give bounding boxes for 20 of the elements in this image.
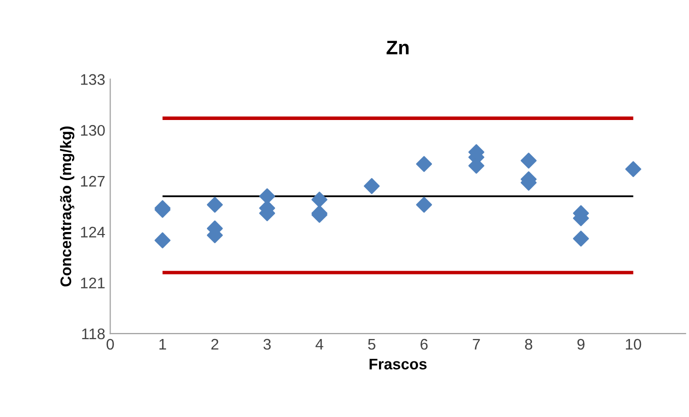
x-tick-label: 10 <box>626 338 642 350</box>
x-tick-label: 8 <box>525 338 532 350</box>
y-tick-label: 127 <box>81 176 105 187</box>
x-tick-label: 0 <box>106 338 114 350</box>
y-tick-label: 124 <box>81 226 105 238</box>
x-tick-label: 3 <box>263 338 271 350</box>
y-tick-label: 118 <box>82 328 105 340</box>
chart-title: Zn <box>386 40 409 54</box>
x-axis-title: Frascos <box>370 358 427 370</box>
x-tick-label: 7 <box>472 339 480 350</box>
x-tick-label: 5 <box>368 339 376 350</box>
y-tick-label: 130 <box>81 124 105 136</box>
y-tick-label: 133 <box>81 74 105 85</box>
y-axis-title: Concentração (mg/kg) <box>60 126 74 286</box>
x-tick-label: 4 <box>316 339 324 350</box>
x-tick-label: 1 <box>159 339 166 350</box>
y-tick-label: 121 <box>81 278 105 288</box>
x-tick-label: 9 <box>577 338 584 350</box>
x-tick-label: 2 <box>211 338 218 350</box>
x-tick-label: 6 <box>420 338 428 350</box>
